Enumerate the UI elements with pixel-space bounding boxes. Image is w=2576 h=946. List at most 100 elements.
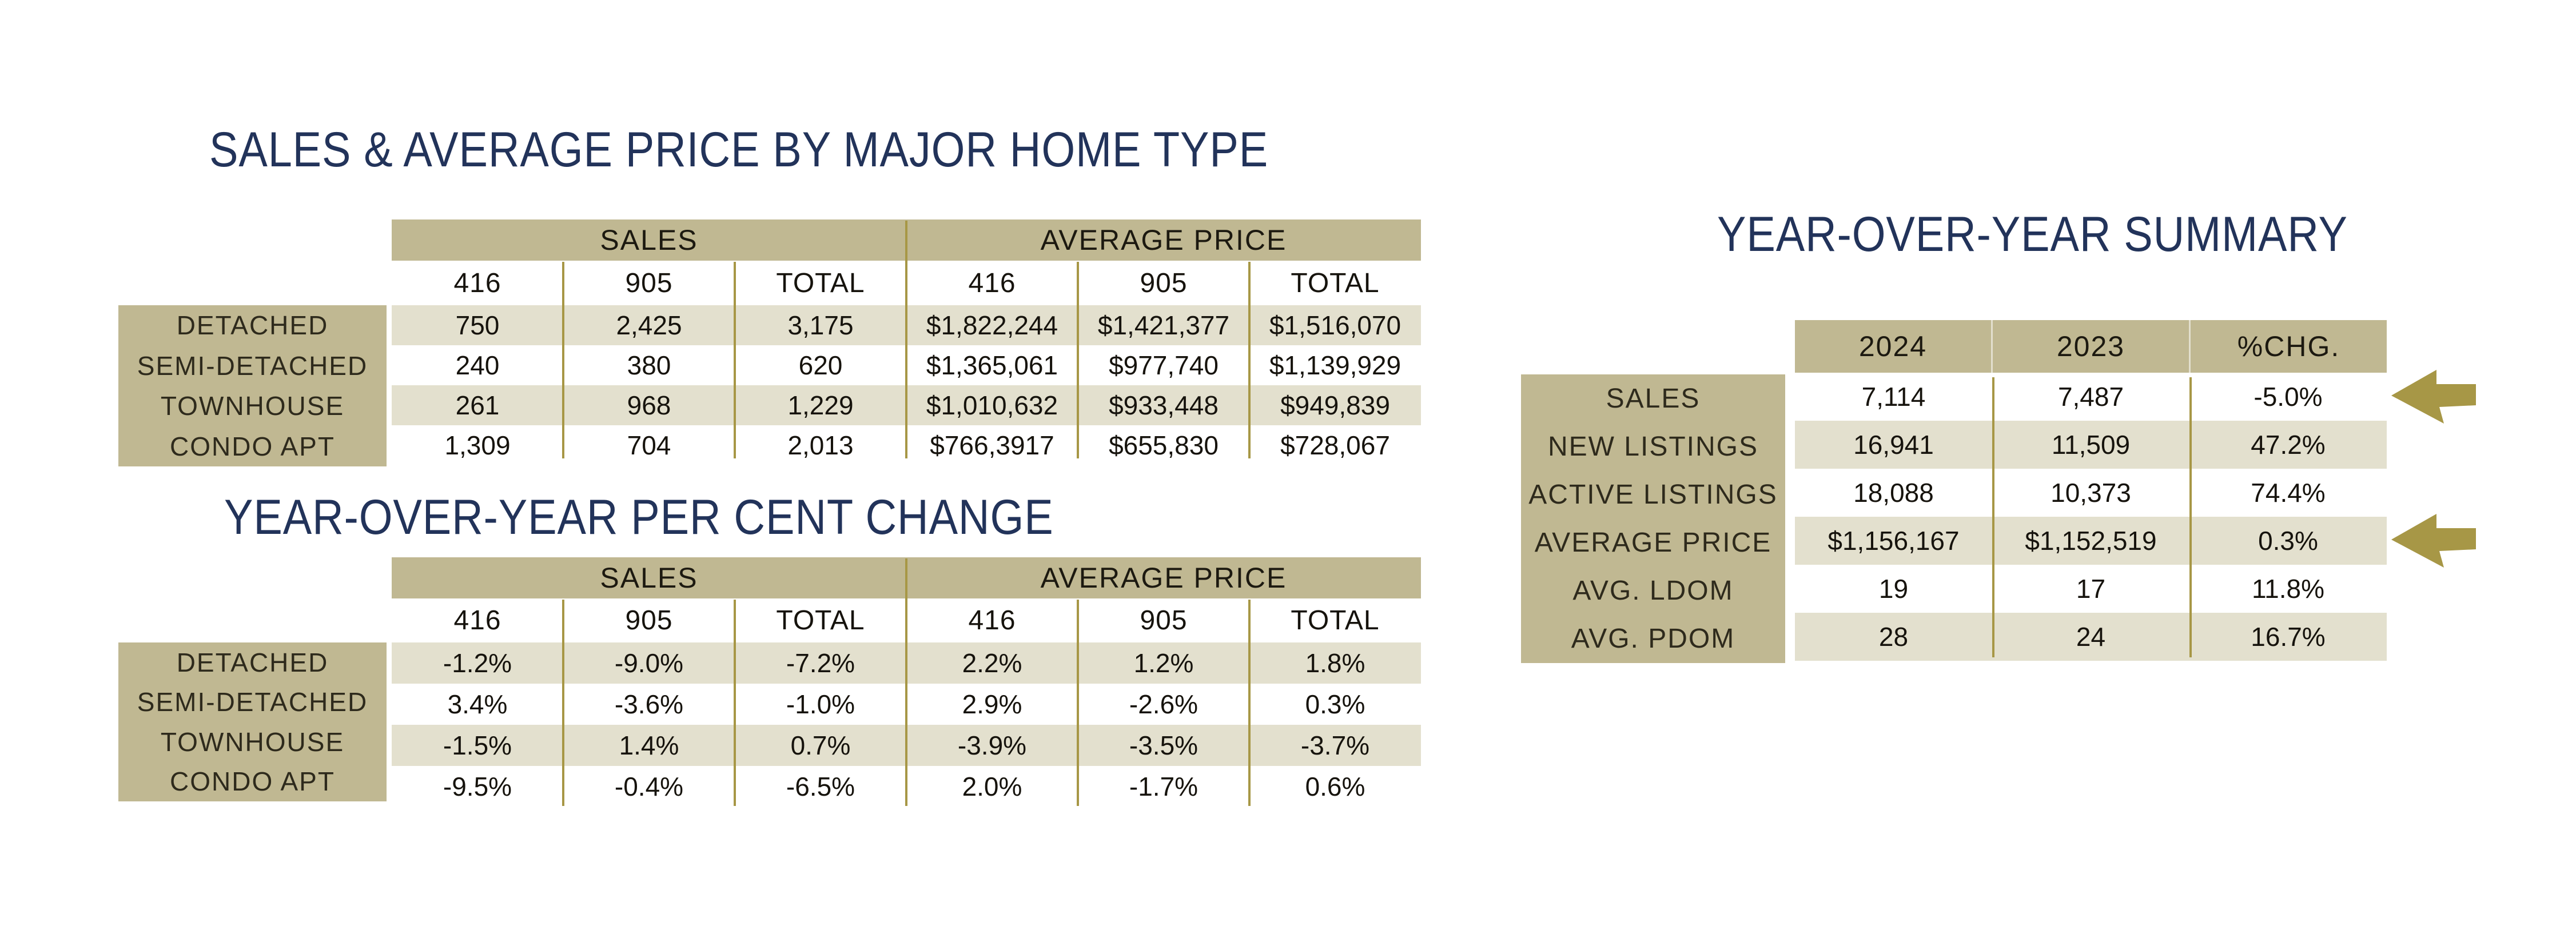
table1-column-divider <box>1077 262 1079 458</box>
table1-column-divider <box>734 262 736 458</box>
table2-col-header: 416 <box>968 605 1016 636</box>
summary-cell: $1,156,167 <box>1828 526 1960 556</box>
table1-cell: 261 <box>455 390 500 420</box>
table2-group-header-sales: SALES <box>600 562 698 594</box>
table1-col-header: 416 <box>968 268 1016 298</box>
table2-cell: -3.9% <box>957 731 1027 760</box>
table1-cell: $977,740 <box>1109 350 1219 380</box>
table2-group-divider <box>905 558 907 806</box>
sales-highlight-arrow-icon <box>2391 370 2476 424</box>
table2-cell: 0.6% <box>1305 772 1365 801</box>
table1-cell: $1,365,061 <box>926 350 1058 380</box>
summary-cell: 7,114 <box>1861 382 1926 412</box>
summary-col-header-2023: 2023 <box>1991 320 2189 373</box>
table1-cell: 1,229 <box>787 390 854 420</box>
table1-col-header: 905 <box>625 268 673 298</box>
summary-row-sales: 7,114 7,487 -5.0% <box>1795 373 2387 421</box>
table1-row-label: SEMI-DETACHED <box>137 350 368 381</box>
table1-cell: $949,839 <box>1280 390 1390 420</box>
table1-cell: $1,421,377 <box>1097 310 1230 340</box>
summary-cell: 7,487 <box>2057 382 2124 412</box>
summary-row-new-listings: 16,941 11,509 47.2% <box>1795 421 2387 469</box>
table2-cell: -0.4% <box>614 772 684 801</box>
table1-col-header: 905 <box>1140 268 1188 298</box>
summary-cell: 0.3% <box>2258 526 2318 556</box>
table1-col-header: TOTAL <box>776 268 865 298</box>
table2-title: YEAR-OVER-YEAR PER CENT CHANGE <box>224 490 1054 545</box>
summary-col-header-pct-chg: %CHG. <box>2189 320 2387 373</box>
table1-cell: $655,830 <box>1109 430 1219 460</box>
table1-col-header: 416 <box>453 268 501 298</box>
table1-cell: 3,175 <box>787 310 854 340</box>
summary-row-label: SALES <box>1606 383 1701 414</box>
table2-cell: -3.6% <box>614 689 684 719</box>
table1-cell: $1,139,929 <box>1269 350 1402 380</box>
table2-cell: 3.4% <box>447 689 508 719</box>
summary-cell: 74.4% <box>2251 478 2326 508</box>
table2-cell: -1.7% <box>1129 772 1199 801</box>
table1-cell: 620 <box>798 350 843 380</box>
average-price-highlight-arrow-icon <box>2391 514 2476 568</box>
table2-cell: -1.0% <box>786 689 855 719</box>
summary-row-label: AVG. LDOM <box>1572 576 1734 606</box>
summary-row-avg-pdom: 28 24 16.7% <box>1795 613 2387 661</box>
table1-row-semi-detached: 240 380 620 $1,365,061 $977,740 $1,139,9… <box>392 345 1421 385</box>
table1-cell: $933,448 <box>1109 390 1219 420</box>
table2-column-header-row: 416 905 TOTAL 416 905 TOTAL <box>392 598 1421 642</box>
table2-column-divider <box>1077 600 1079 806</box>
table1-title: SALES & AVERAGE PRICE BY MAJOR HOME TYPE <box>209 122 1269 177</box>
summary-cell: $1,152,519 <box>2025 526 2157 556</box>
table1-cell: 2,013 <box>787 430 854 460</box>
table2-col-header: 905 <box>1140 605 1188 636</box>
table2-cell: 2.2% <box>962 648 1022 678</box>
table2-col-header: 905 <box>625 605 673 636</box>
table1-group-header-average-price: AVERAGE PRICE <box>1040 224 1287 256</box>
table1-row-label: TOWNHOUSE <box>160 391 345 421</box>
table2-cell: -3.7% <box>1300 731 1370 760</box>
table2-cell: 1.2% <box>1133 648 1194 678</box>
table2-cell: 0.7% <box>790 731 851 760</box>
table1-row-label: DETACHED <box>176 310 329 341</box>
table1-group-header-sales: SALES <box>600 224 698 256</box>
summary-row-label: NEW LISTINGS <box>1547 431 1759 462</box>
table1-cell: $1,516,070 <box>1269 310 1402 340</box>
table2-col-header: 416 <box>453 605 501 636</box>
table1-cell: $728,067 <box>1280 430 1390 460</box>
table1-column-divider <box>562 262 564 458</box>
table1-cell: $1,822,244 <box>926 310 1058 340</box>
table1-column-header-row: 416 905 TOTAL 416 905 TOTAL <box>392 261 1421 305</box>
table1-cell: 240 <box>455 350 500 380</box>
table2-cell: -2.6% <box>1129 689 1199 719</box>
table2-cell: 2.0% <box>962 772 1022 801</box>
summary-cell: 47.2% <box>2251 430 2326 460</box>
summary-cell: 10,373 <box>2051 478 2131 508</box>
table2-cell: 1.4% <box>619 731 679 760</box>
table2-cell: -6.5% <box>786 772 855 801</box>
table2-row-condo-apt: -9.5% -0.4% -6.5% 2.0% -1.7% 0.6% <box>392 766 1421 807</box>
summary-cell: 28 <box>1878 622 1909 652</box>
table2-row-semi-detached: 3.4% -3.6% -1.0% 2.9% -2.6% 0.3% <box>392 684 1421 725</box>
table2-cell: 1.8% <box>1305 648 1365 678</box>
summary-row-label: AVG. PDOM <box>1571 624 1735 654</box>
table2-group-header-average-price: AVERAGE PRICE <box>1040 562 1287 594</box>
summary-col-header-2024: 2024 <box>1858 330 1928 362</box>
summary-title: YEAR-OVER-YEAR SUMMARY <box>1717 207 2348 262</box>
table1-cell: 2,425 <box>616 310 682 340</box>
summary-cell: -5.0% <box>2253 382 2323 412</box>
summary-row-avg-ldom: 19 17 11.8% <box>1795 565 2387 613</box>
table2-column-divider <box>562 600 564 806</box>
table1-cell: 750 <box>455 310 500 340</box>
table1-col-header: TOTAL <box>1291 268 1380 298</box>
table2-row-label: CONDO APT <box>170 767 335 797</box>
table1-row-label-block: DETACHED SEMI-DETACHED TOWNHOUSE CONDO A… <box>118 305 387 466</box>
summary-cell: 17 <box>2076 574 2106 604</box>
summary-cell: 19 <box>1878 574 1909 604</box>
summary-cell: 16.7% <box>2251 622 2326 652</box>
summary-row-label: ACTIVE LISTINGS <box>1528 479 1778 510</box>
table1-cell: 380 <box>627 350 671 380</box>
table2-cell: -1.5% <box>443 731 512 760</box>
table2-column-divider <box>734 600 736 806</box>
summary-column-divider <box>2189 377 2192 657</box>
summary-cell: 11,509 <box>2051 430 2131 460</box>
